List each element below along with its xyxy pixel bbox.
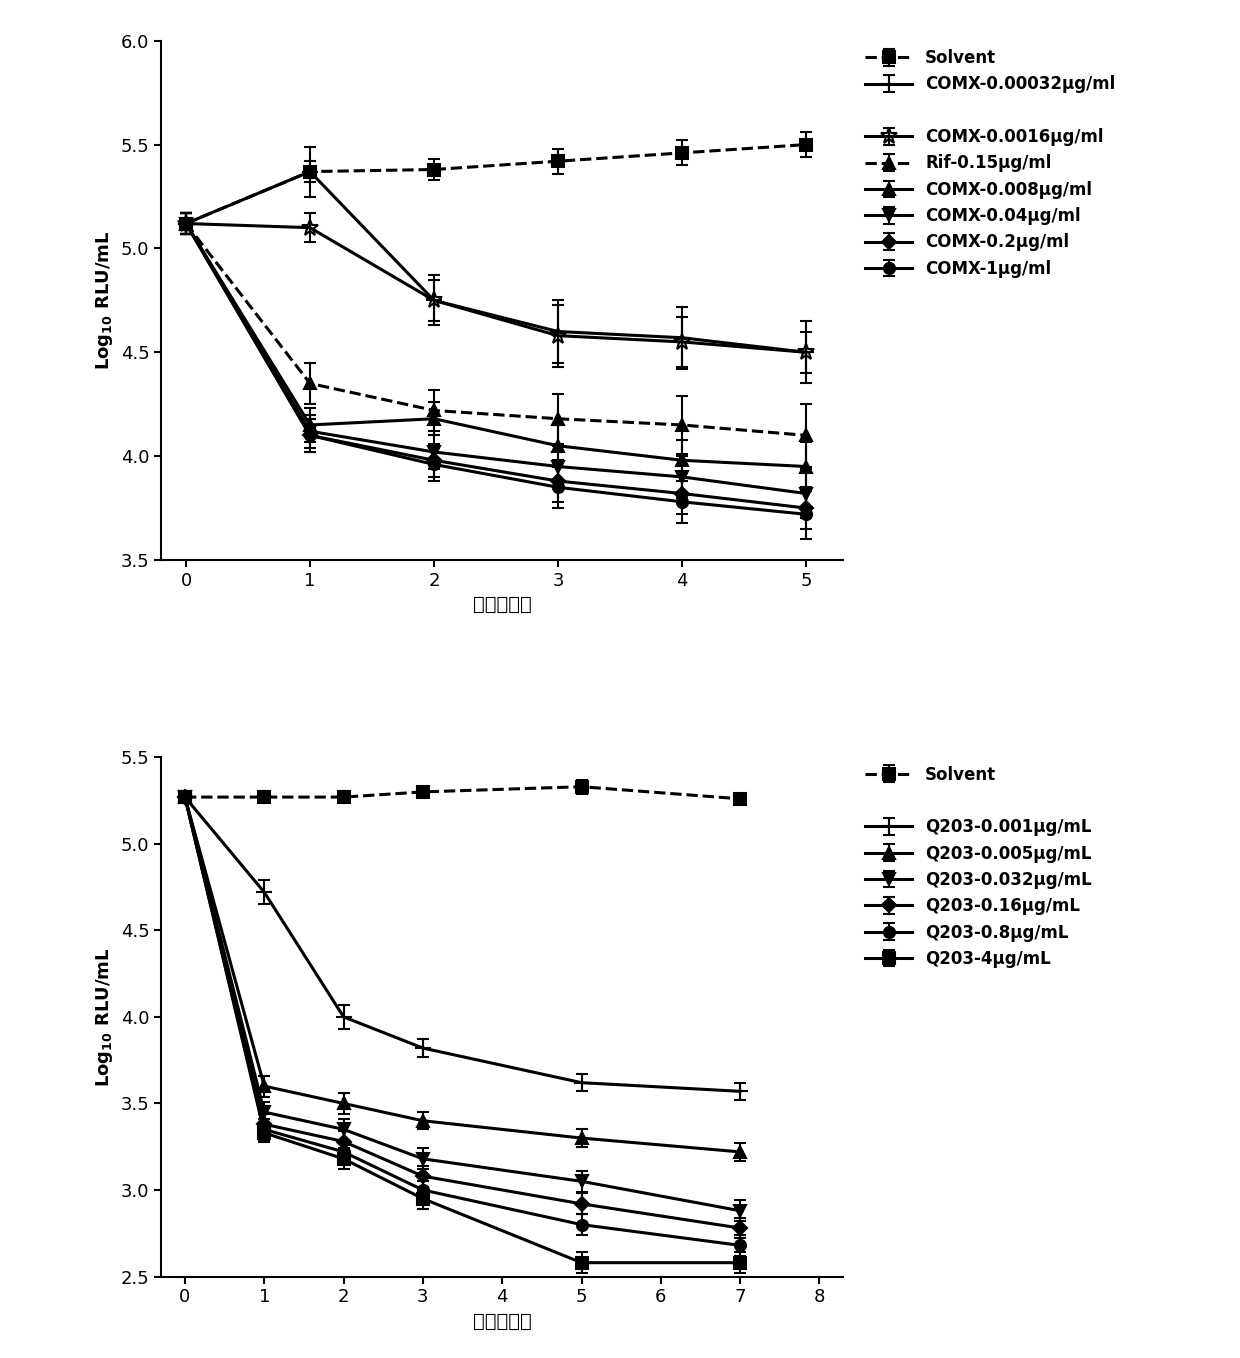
- X-axis label: 时间（天）: 时间（天）: [472, 595, 532, 614]
- Legend: Solvent, , Q203-0.001μg/mL, Q203-0.005μg/mL, Q203-0.032μg/mL, Q203-0.16μg/mL, Q2: Solvent, , Q203-0.001μg/mL, Q203-0.005μg…: [866, 766, 1092, 968]
- Legend: Solvent, COMX-0.00032μg/ml, , COMX-0.0016μg/ml, Rif-0.15μg/ml, COMX-0.008μg/ml, : Solvent, COMX-0.00032μg/ml, , COMX-0.001…: [866, 49, 1116, 278]
- Y-axis label: $\mathbf{Log_{10}}$ $\mathbf{RLU/mL}$: $\mathbf{Log_{10}}$ $\mathbf{RLU/mL}$: [94, 231, 115, 371]
- X-axis label: 时间（天）: 时间（天）: [472, 1312, 532, 1331]
- Y-axis label: $\mathbf{Log_{10}}$ $\mathbf{RLU/mL}$: $\mathbf{Log_{10}}$ $\mathbf{RLU/mL}$: [94, 947, 115, 1086]
